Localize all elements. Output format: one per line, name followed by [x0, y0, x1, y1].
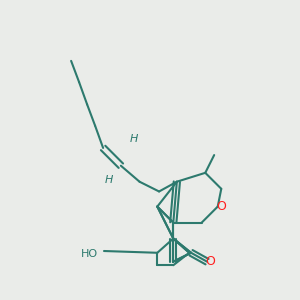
- Text: H: H: [130, 134, 138, 144]
- Text: O: O: [206, 255, 215, 268]
- Text: H: H: [104, 175, 112, 185]
- Text: O: O: [216, 200, 226, 213]
- Text: HO: HO: [81, 249, 98, 259]
